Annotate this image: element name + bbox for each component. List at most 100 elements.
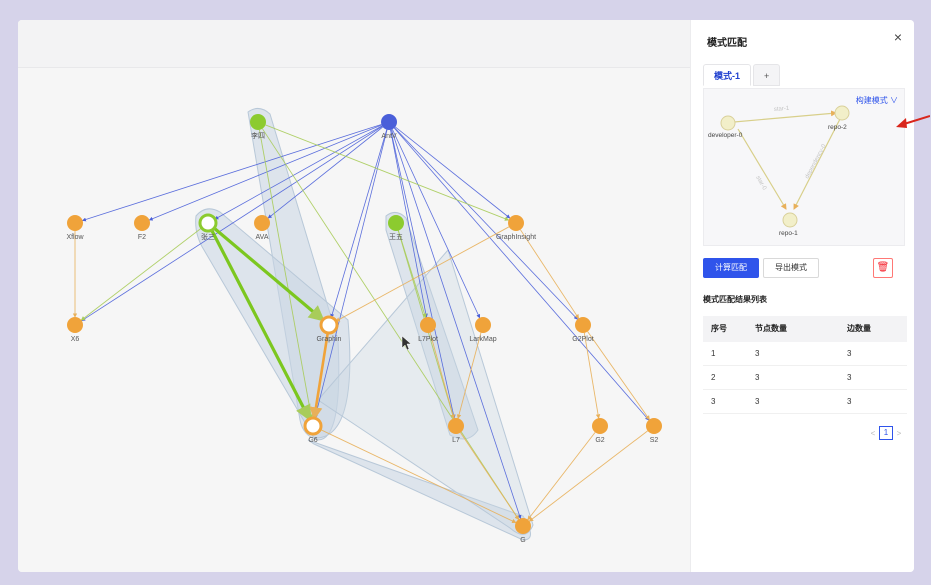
table-row[interactable]: 2 3 3	[703, 366, 907, 390]
node-label: G2Plot	[572, 336, 593, 343]
node-circle[interactable]	[420, 317, 436, 333]
chevron-left-icon[interactable]: <	[870, 428, 876, 438]
node-circle[interactable]	[592, 418, 608, 434]
pattern-graph[interactable]: star-1 star-0 dependency-0 developer-0 r…	[704, 89, 906, 247]
node-circle[interactable]	[475, 317, 491, 333]
graph-node-g2[interactable]: G2	[592, 418, 608, 444]
pattern-node-label-developer-0: developer-0	[708, 132, 743, 139]
add-tab-button[interactable]: +	[753, 64, 781, 86]
graph-node-antv[interactable]: AntV	[381, 114, 397, 140]
graph-node-g2plot[interactable]: G2Plot	[572, 317, 594, 343]
node-circle[interactable]	[388, 215, 404, 231]
node-circle[interactable]	[67, 317, 83, 333]
edge-zhangsan-graphin	[213, 226, 325, 322]
page-number[interactable]: 1	[879, 426, 893, 440]
header-index: 序号	[711, 324, 727, 333]
cell-index: 1	[711, 349, 716, 358]
node-circle[interactable]	[250, 114, 266, 130]
node-circle[interactable]	[303, 416, 323, 436]
edge-graphinsight-graphin	[335, 226, 510, 322]
node-circle[interactable]	[319, 315, 339, 335]
edge-antv-zhangsan	[214, 125, 383, 220]
compute-match-button[interactable]: 计算匹配	[703, 258, 759, 278]
graph-svg[interactable]: 李四 AntV Xflow F2 张三 AVA 王五 GraphInsight X6 Graphi…	[18, 20, 690, 572]
edge-antv-graphin	[330, 129, 388, 318]
edge-antv-g	[391, 129, 522, 520]
cell-node-count: 3	[755, 397, 760, 406]
node-circle[interactable]	[575, 317, 591, 333]
graph-node-lisi[interactable]: 李四	[250, 114, 266, 140]
node-label: Xflow	[66, 234, 84, 241]
graph-node-g[interactable]: G	[515, 518, 531, 544]
edge-antv-g2plot	[394, 127, 578, 320]
header-node-count: 节点数量	[755, 324, 787, 333]
edge-g2plot-g2	[583, 332, 601, 419]
node-circle[interactable]	[134, 215, 150, 231]
panel-title: 模式匹配	[707, 38, 747, 49]
graph-node-ava[interactable]: AVA	[254, 215, 270, 241]
edge-larkmap-l7	[456, 332, 482, 419]
graph-edges	[72, 124, 650, 523]
graph-node-wangwu[interactable]: 王五	[388, 215, 404, 241]
pattern-node-repo-2	[834, 105, 850, 121]
edge-graphin-g6	[309, 332, 330, 421]
edge-l7-g	[460, 432, 519, 520]
export-pattern-button[interactable]: 导出模式	[763, 258, 819, 278]
node-circle[interactable]	[198, 213, 218, 233]
graph-node-larkmap[interactable]: LarkMap	[469, 317, 497, 343]
build-mode-dropdown[interactable]: 构建模式 ∨	[855, 96, 898, 105]
edge-g6-g	[320, 429, 517, 523]
node-label: 张三	[201, 232, 215, 241]
cell-node-count: 3	[755, 373, 760, 382]
node-label: X6	[71, 336, 80, 343]
graph-node-g6[interactable]: G6	[303, 416, 323, 444]
cell-index: 2	[711, 373, 716, 382]
edge-lisi-g6	[258, 129, 314, 419]
close-icon[interactable]: ×	[893, 29, 903, 45]
result-table: 序号 节点数量 边数量 1 3 3 2 3 3 3 3 3	[703, 316, 907, 414]
graph-node-graphin[interactable]: Graphin	[317, 315, 342, 343]
cell-edge-count: 3	[847, 373, 852, 382]
delete-icon[interactable]: 🗑	[873, 258, 893, 278]
panel-header: 模式匹配 ×	[691, 20, 914, 60]
graph-node-l7plot[interactable]: L7Plot	[418, 317, 438, 343]
node-label: 李四	[251, 131, 265, 140]
table-row[interactable]: 1 3 3	[703, 342, 907, 366]
tab-pattern-1[interactable]: 模式-1	[703, 64, 752, 86]
match-highlights	[195, 108, 534, 541]
table-header: 序号 节点数量 边数量	[703, 316, 907, 342]
node-label: AVA	[256, 234, 269, 241]
graph-node-zhangsan[interactable]: 张三	[198, 213, 218, 241]
chevron-right-icon[interactable]: >	[896, 428, 902, 438]
edge-graphinsight-g2plot	[520, 229, 580, 319]
node-label: G6	[308, 437, 317, 444]
node-circle[interactable]	[254, 215, 270, 231]
graph-node-xflow[interactable]: Xflow	[66, 215, 84, 241]
node-circle[interactable]	[381, 114, 397, 130]
node-label: LarkMap	[469, 336, 496, 343]
graph-node-f2[interactable]: F2	[134, 215, 150, 241]
red-arrow-icon	[896, 115, 930, 128]
pattern-match-panel: 模式匹配 × 模式-1 + 构建模式 ∨ star-1 star-0 depen…	[690, 20, 914, 572]
table-row[interactable]: 3 3 3	[703, 390, 907, 414]
node-label: S2	[650, 437, 659, 444]
node-label: GraphInsight	[496, 234, 536, 241]
graph-canvas[interactable]: 李四 AntV Xflow F2 张三 AVA 王五 GraphInsight X6 Graphi…	[18, 20, 690, 572]
node-label: G2	[595, 437, 604, 444]
node-circle[interactable]	[67, 215, 83, 231]
app-window: 李四 AntV Xflow F2 张三 AVA 王五 GraphInsight X6 Graphi…	[18, 20, 914, 572]
node-label: 王五	[389, 233, 403, 241]
graph-nodes[interactable]: 李四 AntV Xflow F2 张三 AVA 王五 GraphInsight X6 Graphi…	[66, 114, 662, 544]
node-circle[interactable]	[646, 418, 662, 434]
edge-lisi-graphinsight	[265, 124, 510, 221]
node-label: L7	[452, 437, 460, 444]
graph-node-s2[interactable]: S2	[646, 418, 662, 444]
graph-node-l7[interactable]: L7	[448, 418, 464, 444]
node-circle[interactable]	[515, 518, 531, 534]
graph-node-graphinsight[interactable]: GraphInsight	[496, 215, 536, 241]
pattern-editor[interactable]: 构建模式 ∨ star-1 star-0 dependency-0 develo…	[703, 88, 905, 246]
node-circle[interactable]	[508, 215, 524, 231]
node-circle[interactable]	[448, 418, 464, 434]
edge-antv-s2	[393, 127, 650, 421]
graph-node-x6[interactable]: X6	[67, 317, 83, 343]
